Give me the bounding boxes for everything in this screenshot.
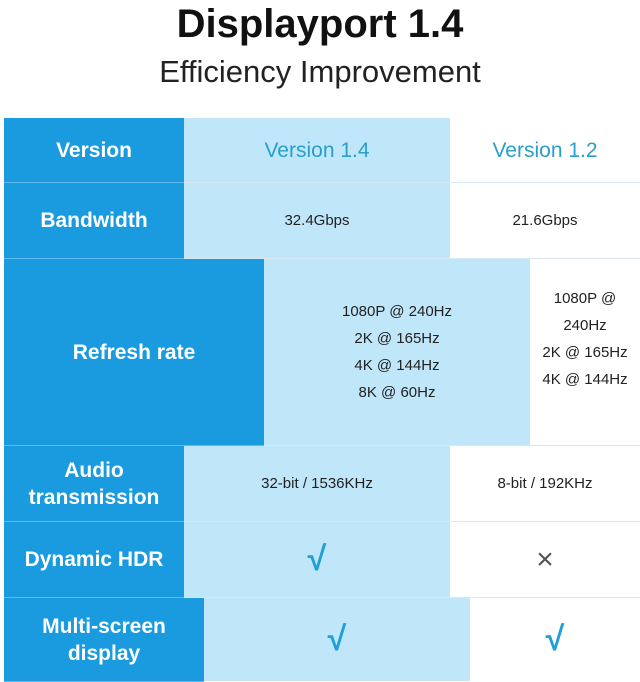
check-icon: √ [204,598,470,681]
cell-v14: 32-bit / 1536KHz [184,446,450,521]
refresh-item: 4K @ 144Hz [354,357,440,374]
refresh-item: 4K @ 144Hz [542,371,628,388]
check-icon: √ [545,620,565,658]
table-row: Refresh rate 1080P @ 240Hz 2K @ 165Hz 4K… [4,259,640,446]
table-header-row: Version Version 1.4 Version 1.2 [4,118,640,183]
cell-v12: 1080P @ 240Hz 2K @ 165Hz 4K @ 144Hz [530,259,640,445]
row-label: Bandwidth [4,183,184,259]
page-title: Displayport 1.4 [176,2,464,46]
refresh-item: 2K @ 165Hz [542,344,628,361]
header-version-1-2: Version 1.2 [492,138,598,162]
header-version-1-4: Version 1.4 [184,118,450,182]
row-label: Multi-screen display [4,598,204,682]
cross-icon: × [536,543,554,576]
comparison-table: Version Version 1.4 Version 1.2 Bandwidt… [4,118,640,682]
row-label: Refresh rate [4,259,264,446]
refresh-item: 1080P @ 240Hz [553,290,617,334]
refresh-item: 1080P @ 240Hz [341,303,453,320]
page-subtitle: Efficiency Improvement [159,54,481,89]
table-row: Dynamic HDR √ × [4,522,640,598]
table-row: Multi-screen display √ √ [4,598,640,682]
table-row: Bandwidth 32.4Gbps 21.6Gbps [4,183,640,259]
row-label: Audio transmission [4,446,184,522]
refresh-item: 8K @ 60Hz [358,384,436,401]
header-label: Version [4,118,184,183]
check-icon: √ [184,522,450,597]
cell-v12: 8-bit / 192KHz [497,475,593,492]
cell-v12: 21.6Gbps [512,212,578,229]
table-row: Audio transmission 32-bit / 1536KHz 8-bi… [4,446,640,522]
cell-v14: 1080P @ 240Hz 2K @ 165Hz 4K @ 144Hz 8K @… [264,259,530,445]
cell-v14: 32.4Gbps [184,183,450,258]
row-label: Dynamic HDR [4,522,184,598]
refresh-item: 2K @ 165Hz [354,330,440,347]
